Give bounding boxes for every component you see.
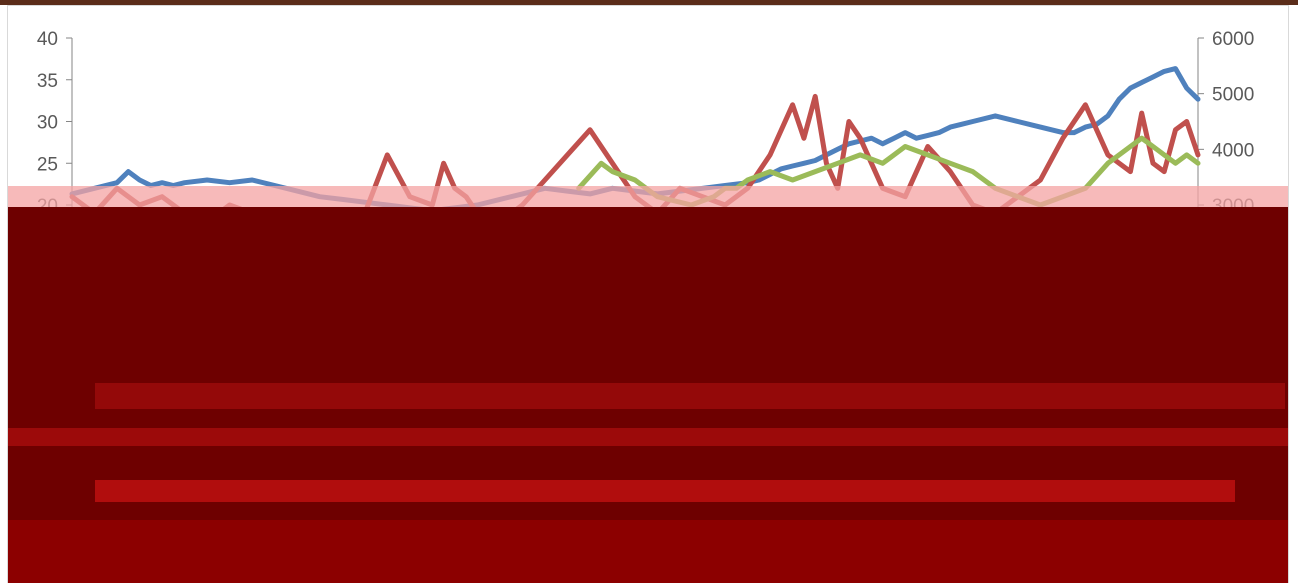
rendering-artifact-strip xyxy=(8,428,1288,446)
left-tick-label: 25 xyxy=(37,154,58,175)
top-border-band xyxy=(0,0,1298,5)
right-tick-label: 6000 xyxy=(1212,29,1254,50)
right-tick-label: 5000 xyxy=(1212,85,1254,106)
left-tick-label: 30 xyxy=(37,113,58,134)
left-tick-label: 40 xyxy=(37,29,58,50)
rendering-artifact-strip xyxy=(95,383,1285,409)
rendering-artifact-strip xyxy=(8,520,1288,583)
rendering-artifact-strip xyxy=(95,480,1235,502)
right-tick-label: 4000 xyxy=(1212,140,1254,161)
rendering-artifact-band xyxy=(8,186,1288,208)
left-tick-label: 35 xyxy=(37,71,58,92)
